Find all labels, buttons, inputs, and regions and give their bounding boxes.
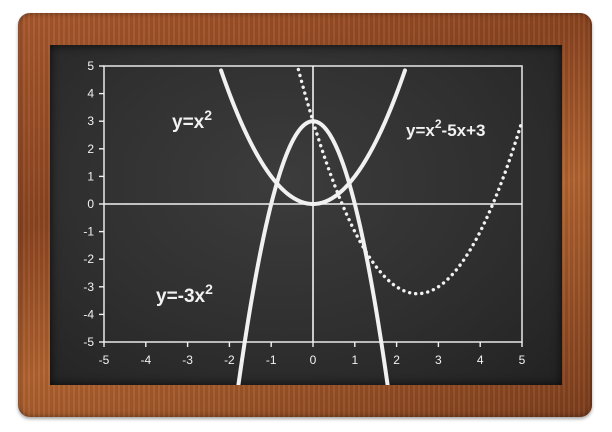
- x-tick-label: 0: [310, 353, 317, 367]
- curve-labels: y=x2 y=-3x2 y=x2-5x+3: [156, 107, 485, 307]
- curve-x-squared-minus-5x-plus-3: [296, 67, 524, 296]
- x-tick-label: -5: [99, 353, 110, 367]
- y-tick-label: 5: [87, 59, 94, 73]
- x-tick-label: -1: [266, 353, 277, 367]
- y-tick-label: -2: [83, 252, 94, 266]
- label-x-squared: y=x2: [172, 107, 212, 133]
- curve-x-squared: [219, 68, 407, 206]
- y-tick-label: -1: [83, 225, 94, 239]
- tick-labels: -5 -4 -3 -2 -1 0 1 2 3 4 5 5 4 3 2 1 0 -1 -2 -3 -4 -5: [83, 59, 525, 367]
- curves: [219, 67, 524, 385]
- x-tick-label: -2: [224, 353, 235, 367]
- x-tick-label: 5: [519, 353, 526, 367]
- y-tick-label: 0: [87, 197, 94, 211]
- y-tick-label: 2: [87, 142, 94, 156]
- y-tick-label: -5: [83, 335, 94, 349]
- x-tick-label: 3: [435, 353, 442, 367]
- y-tick-label: 1: [87, 169, 94, 183]
- y-tick-label: 4: [87, 87, 94, 101]
- y-tick-label: -4: [83, 307, 94, 321]
- x-tick-label: -3: [182, 353, 193, 367]
- x-tick-label: 4: [477, 353, 484, 367]
- y-tick-label: 3: [87, 114, 94, 128]
- blackboard-surface: [50, 45, 562, 385]
- x-tick-label: 2: [393, 353, 400, 367]
- label-neg-3x-squared: y=-3x2: [156, 281, 213, 307]
- label-x-squared-minus-5x-plus-3: y=x2-5x+3: [406, 117, 485, 140]
- x-tick-label: 1: [351, 353, 358, 367]
- x-tick-label: -4: [140, 353, 151, 367]
- y-tick-label: -3: [83, 280, 94, 294]
